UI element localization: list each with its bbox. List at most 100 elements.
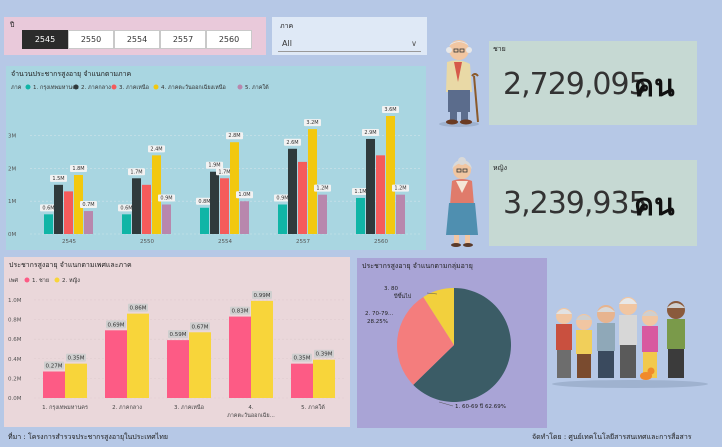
data-label-box	[226, 132, 243, 140]
data-label: 3.2M	[306, 120, 318, 126]
legend-swatch-2	[54, 277, 60, 283]
data-label: 0.69M	[108, 322, 125, 328]
data-label: 3.6M	[384, 107, 396, 113]
x-tick-label: 3. ภาคเหนือ	[174, 404, 204, 411]
region-bar-chart: จำนวนประชากรสูงอายุ จำแนกตามภาค ภาค 1. กร…	[6, 66, 426, 250]
data-label: 0.7M	[82, 202, 94, 208]
legend-swatch-4	[153, 84, 159, 90]
data-label-box	[148, 145, 165, 153]
bar-2550-s1	[122, 214, 131, 234]
data-label-box	[382, 106, 399, 113]
bar-2557-s4	[308, 129, 317, 234]
bar-2545-s5	[84, 211, 93, 234]
legend-label-2: 2. หญิง	[62, 277, 80, 284]
data-label: 2.6M	[286, 140, 298, 146]
bar-2557-s1	[278, 204, 287, 234]
data-label-box	[274, 194, 291, 202]
region-dropdown[interactable]: All ∨	[278, 37, 421, 52]
bar-2557-s2	[288, 148, 297, 234]
data-label-box	[216, 168, 233, 176]
x-tick-label: 2560	[374, 239, 388, 245]
year-button-2545[interactable]: 2545	[22, 30, 68, 49]
year-button-2554[interactable]: 2554	[114, 30, 160, 49]
y-tick-label: 3M	[8, 134, 16, 140]
data-label-box	[352, 187, 369, 195]
data-label: 1.7M	[218, 169, 230, 175]
bar-region1-s2	[65, 363, 87, 398]
data-label-box	[168, 330, 188, 339]
pie-leader-1	[438, 401, 454, 407]
data-label-box	[190, 322, 210, 331]
x-tick-label: 2557	[296, 239, 310, 245]
data-label-box	[44, 361, 64, 370]
legend-label-1: 1. กรุงเทพมหานคร	[33, 85, 79, 91]
bar-2545-s4	[74, 175, 83, 234]
x-tick-label: 5. ภาคใต้	[301, 404, 325, 411]
year-slicer: ปี 2545 2550 2554 2557 2560	[4, 17, 266, 55]
legend-label-3: 3. ภาคเหนือ	[119, 84, 149, 91]
year-button-2550[interactable]: 2550	[68, 30, 114, 49]
region-chart-title: จำนวนประชากรสูงอายุ จำแนกตามภาค	[11, 70, 132, 78]
bar-2550-s3	[142, 184, 151, 234]
region-dropdown-value: All	[282, 39, 292, 48]
data-label: 0.8M	[198, 199, 210, 205]
bar-2557-s5	[318, 194, 327, 234]
legend-swatch-1	[24, 277, 30, 283]
y-tick-label: 1.0M	[8, 298, 22, 304]
bar-2554-s1	[200, 207, 209, 234]
pie-label-1: 1. 60-69 ปี 62.69%	[455, 403, 506, 410]
data-label: 1.0M	[238, 192, 250, 198]
data-label: 0.83M	[232, 309, 249, 315]
data-label: 0.39M	[316, 352, 333, 358]
footer-credit: จัดทำโดย : ศูนย์เทคโนโลยีสารสนเทศและการส…	[532, 433, 692, 441]
data-label: 1.2M	[316, 186, 328, 192]
data-label-box	[362, 128, 379, 136]
bar-2560-s4	[386, 116, 395, 234]
data-label-box	[66, 353, 86, 362]
bar-region2-s2	[127, 313, 149, 398]
female-kpi-label: หญิง	[493, 164, 507, 172]
year-button-2557[interactable]: 2557	[160, 30, 206, 49]
legend-label-2: 2. ภาคกลาง	[81, 85, 111, 91]
y-tick-label: 0.2M	[8, 376, 22, 382]
x-tick-label: ภาคตะวันออกเฉีย...	[227, 412, 275, 419]
legend-title: ภาค	[11, 85, 22, 91]
data-label-box	[392, 184, 409, 192]
female-kpi-value: 3,239,935	[503, 186, 648, 221]
data-label: 1.9M	[208, 163, 220, 169]
legend-swatch-2	[73, 84, 79, 90]
male-kpi-label: ชาย	[493, 45, 506, 53]
x-tick-label: 1. กรุงเทพมหานคร	[42, 405, 88, 411]
bar-2560-s1	[356, 197, 365, 234]
pie-slice-2	[397, 296, 454, 385]
data-label: 1.1M	[354, 189, 366, 195]
data-label: 1.2M	[394, 186, 406, 192]
bar-2550-s2	[132, 178, 141, 234]
data-label-box	[236, 191, 253, 199]
data-label-box	[80, 201, 97, 209]
x-tick-label: 2545	[62, 239, 76, 245]
bar-2550-s4	[152, 155, 161, 234]
bar-2554-s2	[210, 171, 219, 234]
year-button-2560[interactable]: 2560	[206, 30, 252, 49]
data-label: 0.27M	[46, 364, 63, 370]
female-kpi-card: หญิง 3,239,935 คน	[489, 160, 697, 246]
data-label-box	[128, 168, 145, 176]
gender-bar-chart: ประชากรสูงอายุ จำแนกตามเพศและภาค เพศ 1. ช…	[4, 257, 350, 427]
bar-2557-s3	[298, 161, 307, 234]
gender-chart-svg: เพศ 1. ชาย 2. หญิง 0.0M 0.2M 0.4M 0.6M 0.8M 1.0M…	[8, 277, 344, 419]
data-label: 0.6M	[120, 205, 132, 211]
elderly-group-illustration	[552, 297, 708, 388]
pie-leader-3	[426, 292, 438, 295]
bar-2554-s3	[220, 178, 229, 234]
bar-region5-s2	[313, 359, 335, 398]
data-label: 2.8M	[228, 133, 240, 139]
pie-label-2: 2. 70-79...	[365, 311, 393, 317]
gender-chart-title: ประชากรสูงอายุ จำแนกตามเพศและภาค	[9, 261, 132, 269]
bar-2545-s2	[54, 184, 63, 234]
bar-2560-s5	[396, 194, 405, 234]
bar-region2-s1	[105, 330, 127, 398]
bar-region5-s1	[291, 363, 313, 398]
age-pie-chart: ประชากรสูงอายุ จำแนกตามกลุ่มอายุ 1. 60-6…	[357, 258, 547, 428]
legend-swatch-5	[237, 84, 243, 90]
